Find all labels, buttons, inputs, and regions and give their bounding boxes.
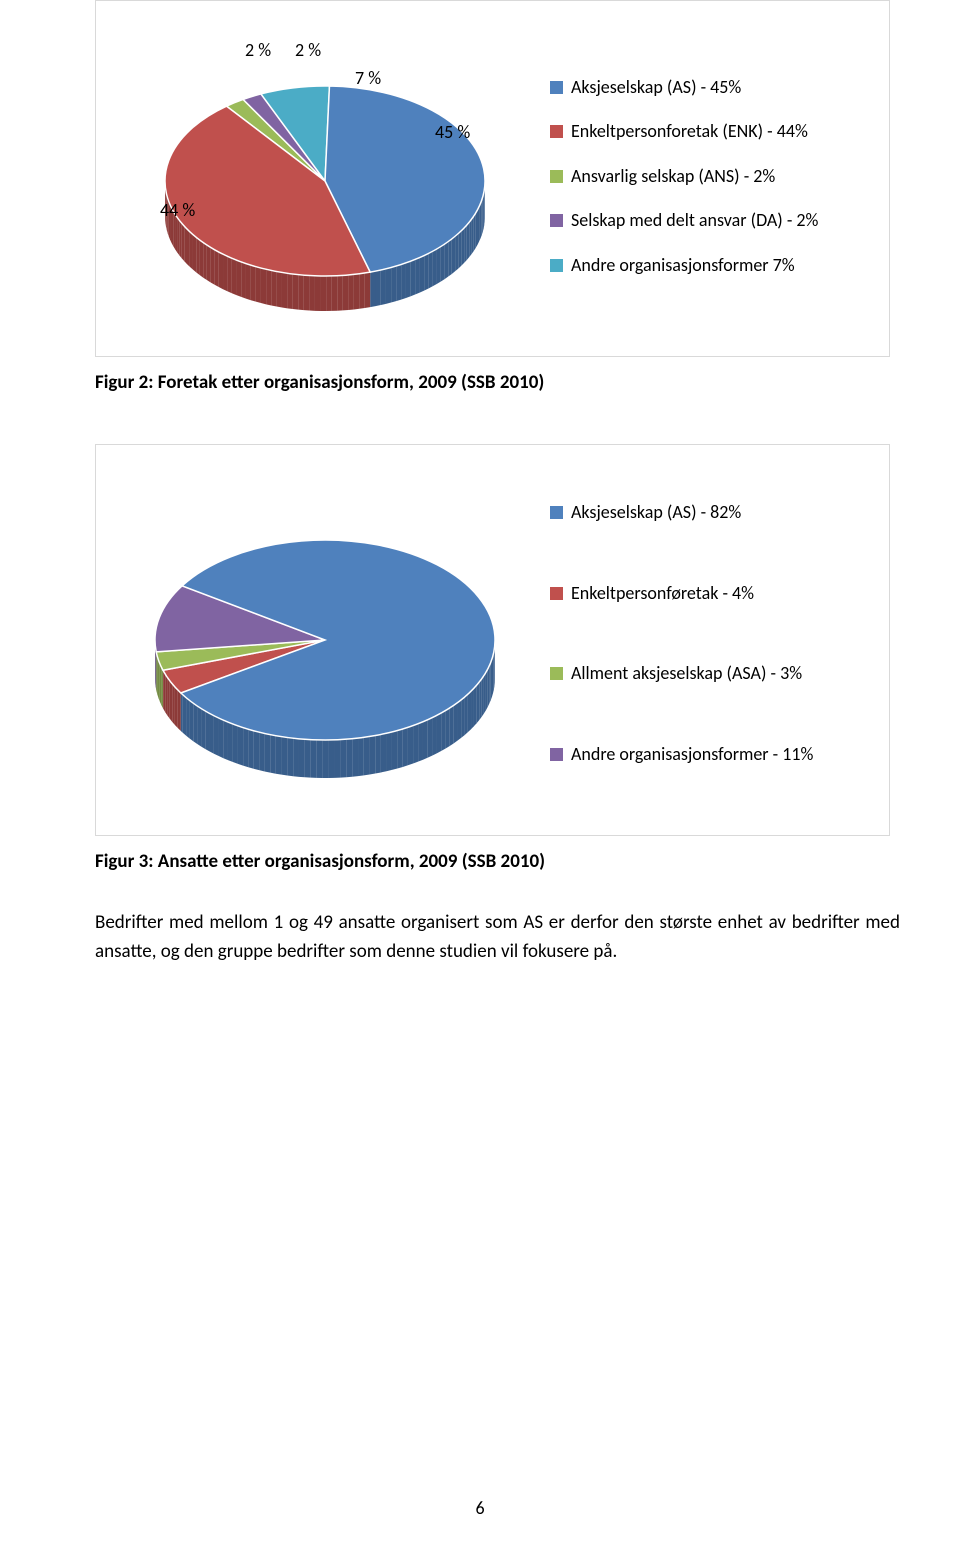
legend-item: Aksjeselskap (AS) - 45% [550,76,869,99]
slice-label: 44 % [160,199,195,221]
slice-label: 2 % [295,39,321,61]
legend-text: Selskap med delt ansvar (DA) - 2% [571,209,818,232]
legend-swatch [550,214,563,227]
slice-label: 45 % [435,121,470,143]
chart-2-pie [120,485,530,795]
legend-text: Allment aksjeselskap (ASA) - 3% [571,662,802,685]
chart-2-container: Aksjeselskap (AS) - 82% Enkeltpersonføret… [95,444,890,836]
legend-text: Andre organisasjonsformer - 11% [571,743,813,766]
body-paragraph: Bedrifter med mellom 1 og 49 ansatte org… [95,908,900,967]
legend-swatch [550,81,563,94]
legend-swatch [550,748,563,761]
chart-1-legend: Aksjeselskap (AS) - 45% Enkeltpersonforet… [530,76,869,277]
chart-1-pie: 2 % 2 % 7 % 45 % 44 % [120,31,530,321]
chart-2-legend: Aksjeselskap (AS) - 82% Enkeltpersonføret… [530,501,869,779]
slice-label: 2 % [245,39,271,61]
pie-chart-2-svg [120,485,530,795]
chart-1-caption: Figur 2: Foretak etter organisasjonsform… [95,371,890,394]
legend-item: Enkeltpersonforetak (ENK) - 44% [550,120,869,143]
legend-swatch [550,506,563,519]
chart-2-caption: Figur 3: Ansatte etter organisasjonsform… [95,850,890,873]
chart-1-container: 2 % 2 % 7 % 45 % 44 % Aksjeselskap (AS) … [95,0,890,357]
legend-item: Aksjeselskap (AS) - 82% [550,501,869,524]
legend-item: Andre organisasjonsformer - 11% [550,743,869,766]
pie-chart-1-svg [120,31,530,321]
legend-swatch [550,125,563,138]
legend-item: Ansvarlig selskap (ANS) - 2% [550,165,869,188]
legend-swatch [550,259,563,272]
legend-text: Enkeltpersonføretak - 4% [571,582,754,605]
legend-text: Enkeltpersonforetak (ENK) - 44% [571,120,808,143]
page-number: 6 [0,1497,960,1519]
legend-text: Aksjeselskap (AS) - 45% [571,76,741,99]
legend-swatch [550,170,563,183]
legend-text: Aksjeselskap (AS) - 82% [571,501,741,524]
slice-label: 7 % [355,67,381,89]
legend-swatch [550,667,563,680]
legend-item: Enkeltpersonføretak - 4% [550,582,869,605]
document-page: 2 % 2 % 7 % 45 % 44 % Aksjeselskap (AS) … [0,0,960,1549]
legend-swatch [550,587,563,600]
legend-item: Andre organisasjonsformer 7% [550,254,869,277]
legend-text: Ansvarlig selskap (ANS) - 2% [571,165,775,188]
legend-item: Selskap med delt ansvar (DA) - 2% [550,209,869,232]
legend-item: Allment aksjeselskap (ASA) - 3% [550,662,869,685]
legend-text: Andre organisasjonsformer 7% [571,254,795,277]
